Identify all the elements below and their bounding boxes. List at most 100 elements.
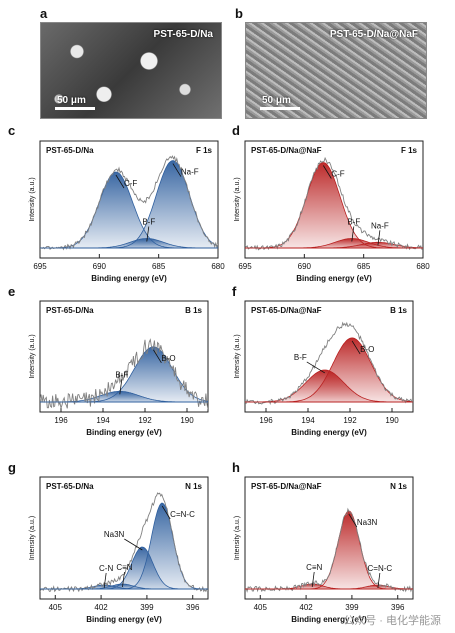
peak-leader-h-0 xyxy=(348,513,358,528)
panel-letter-e: e xyxy=(8,284,15,299)
y-axis-label-c: Intensity (a.u.) xyxy=(29,177,36,221)
peak-label-g-1: Na3N xyxy=(104,530,125,539)
x-tick-label-e-3: 190 xyxy=(180,416,194,425)
plot-area-e xyxy=(40,338,208,410)
region-label-c: F 1s xyxy=(196,146,213,155)
xps-panel-e: e PST-65-D/Na B 1s 196 194 192 190 Binding ener… xyxy=(8,284,209,437)
x-axis-label-g: Binding energy (eV) xyxy=(86,615,162,624)
peak-leader-h-2 xyxy=(377,572,381,589)
x-tick-label-e-1: 194 xyxy=(96,416,110,425)
plot-area-c xyxy=(40,155,218,251)
x-tick-label-g-3: 396 xyxy=(186,603,200,612)
peak-label-c-1: B-F xyxy=(142,218,155,227)
peak-leader-g-3 xyxy=(122,571,125,588)
x-tick-label-d-1: 690 xyxy=(298,262,312,271)
plot-frame-d xyxy=(244,140,424,259)
y-axis-label-g: Intensity (a.u.) xyxy=(29,516,36,560)
xps-panel-d: d PST-65-D/Na@NaF F 1s 695 690 685 680 Binding … xyxy=(232,123,430,283)
peak-label-g-3: C≡N xyxy=(116,563,132,572)
sample-label-f: PST-65-D/Na@NaF xyxy=(251,306,322,315)
sample-label-e: PST-65-D/Na xyxy=(46,306,94,315)
scale-text-b: 50 μm xyxy=(262,95,291,106)
panel-letter-d: d xyxy=(232,123,240,138)
x-axis-label-d: Binding energy (eV) xyxy=(296,274,372,283)
sample-label-d: PST-65-D/Na@NaF xyxy=(251,146,322,155)
region-label-e: B 1s xyxy=(185,306,202,315)
x-tick-label-c-1: 690 xyxy=(93,262,107,271)
raw-spectrum-e xyxy=(40,338,208,410)
peak-label-g-0: C=N-C xyxy=(170,510,195,519)
sem-title-a: PST-65-D/Na xyxy=(153,29,213,40)
plot-frame-f xyxy=(244,300,414,413)
x-tick-label-e-2: 192 xyxy=(138,416,152,425)
x-tick-label-d-2: 685 xyxy=(357,262,371,271)
peak-leader-g-2 xyxy=(103,572,107,589)
x-tick-label-c-3: 680 xyxy=(211,262,225,271)
x-tick-label-f-3: 190 xyxy=(385,416,399,425)
x-tick-label-e-0: 196 xyxy=(54,416,68,425)
x-tick-label-c-0: 695 xyxy=(33,262,47,271)
fit-peak-h-0 xyxy=(245,510,413,590)
peak-leader-d-2 xyxy=(377,230,381,246)
x-tick-label-h-3: 396 xyxy=(391,603,405,612)
x-tick-label-c-2: 685 xyxy=(152,262,166,271)
scale-text-a: 50 μm xyxy=(57,95,86,106)
y-axis-label-d: Intensity (a.u.) xyxy=(234,177,241,221)
sem-title-b: PST-65-D/Na@NaF xyxy=(329,29,418,40)
y-axis-label-h: Intensity (a.u.) xyxy=(234,516,241,560)
xps-panel-h: h PST-65-D/Na@NaF N 1s 405 402 399 396 Binding … xyxy=(232,460,414,624)
peak-label-e-1: B-F xyxy=(115,370,128,379)
sample-label-c: PST-65-D/Na xyxy=(46,146,94,155)
xps-panel-g: g PST-65-D/Na N 1s 405 402 399 396 Binding ener… xyxy=(8,460,209,624)
sem-image-a: PST-65-D/Na 50 μm xyxy=(40,22,222,119)
peak-label-g-2: C-N xyxy=(99,564,113,573)
y-axis-label-e: Intensity (a.u.) xyxy=(29,334,36,378)
x-tick-label-h-1: 402 xyxy=(299,603,313,612)
peak-leader-f-1 xyxy=(306,361,326,374)
sem-image-b: PST-65-D/Na@NaF 50 μm xyxy=(245,22,427,119)
peak-label-h-1: C≡N xyxy=(306,563,322,572)
x-tick-label-h-2: 399 xyxy=(345,603,359,612)
peak-label-h-0: Na3N xyxy=(357,518,378,527)
watermark-text: 公众号 · 电化学能源 xyxy=(343,615,441,627)
peak-leader-d-1 xyxy=(351,226,355,242)
panel-letter-g: g xyxy=(8,460,16,475)
sample-label-g: PST-65-D/Na xyxy=(46,482,94,491)
peak-leader-c-0 xyxy=(115,174,125,189)
region-label-h: N 1s xyxy=(390,482,407,491)
x-tick-label-g-1: 402 xyxy=(94,603,108,612)
panel-letter-c: c xyxy=(8,123,15,138)
peak-leader-e-0 xyxy=(153,349,162,364)
x-tick-label-h-0: 405 xyxy=(254,603,268,612)
peak-leader-e-1 xyxy=(119,379,123,395)
peak-leader-h-1 xyxy=(311,571,315,588)
peak-leader-f-0 xyxy=(351,340,361,355)
x-tick-label-d-3: 680 xyxy=(416,262,430,271)
peak-label-f-0: B-O xyxy=(360,345,374,354)
plot-frame-h xyxy=(244,476,414,600)
xps-panel-f: f PST-65-D/Na@NaF B 1s 196 194 192 190 Binding … xyxy=(232,284,414,437)
plot-area-f xyxy=(245,321,413,406)
x-tick-label-f-1: 194 xyxy=(301,416,315,425)
x-axis-label-c: Binding energy (eV) xyxy=(91,274,167,283)
peak-leader-g-0 xyxy=(161,505,171,520)
peak-label-c-0: C-F xyxy=(124,179,137,188)
peak-label-e-0: B-O xyxy=(161,354,175,363)
raw-spectrum-d xyxy=(245,156,423,251)
plot-area-h xyxy=(245,507,413,593)
sample-label-h: PST-65-D/Na@NaF xyxy=(251,482,322,491)
region-label-d: F 1s xyxy=(401,146,418,155)
scale-bar-a xyxy=(55,107,95,110)
xps-panel-c: c PST-65-D/Na F 1s 695 690 685 680 Binding ener… xyxy=(8,123,225,283)
peak-leader-g-1 xyxy=(124,538,143,551)
peak-leader-d-0 xyxy=(322,165,332,179)
region-label-f: B 1s xyxy=(390,306,407,315)
x-tick-label-d-0: 695 xyxy=(238,262,252,271)
peak-label-d-1: B-F xyxy=(347,218,360,227)
panel-letter-h: h xyxy=(232,460,240,475)
x-axis-label-h: Binding energy (eV) xyxy=(291,615,367,624)
peak-label-c-2: Na-F xyxy=(181,168,199,177)
raw-spectrum-h xyxy=(245,507,413,593)
peak-leader-c-1 xyxy=(146,226,150,242)
plot-frame-e xyxy=(39,300,209,413)
